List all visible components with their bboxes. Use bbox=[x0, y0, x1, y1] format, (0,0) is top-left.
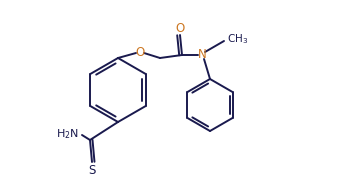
Text: O: O bbox=[136, 46, 145, 59]
Text: O: O bbox=[175, 22, 185, 35]
Text: H$_2$N: H$_2$N bbox=[56, 127, 79, 141]
Text: S: S bbox=[88, 164, 96, 176]
Text: CH$_3$: CH$_3$ bbox=[227, 32, 248, 46]
Text: N: N bbox=[198, 47, 207, 60]
